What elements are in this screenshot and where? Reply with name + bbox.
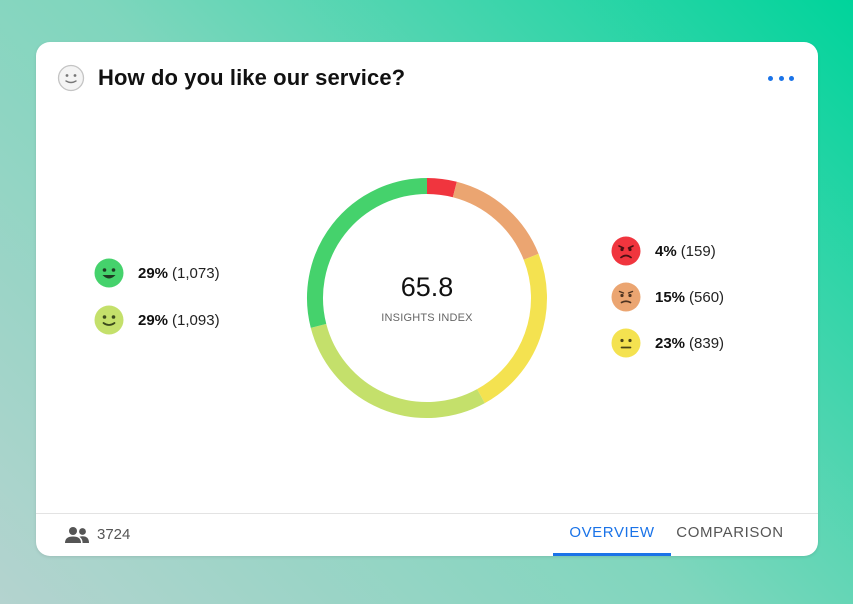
legend-percent: 4% [655, 242, 677, 260]
people-icon [65, 527, 89, 543]
insights-index-value: 65.8 [400, 272, 454, 302]
donut-chart [307, 178, 547, 418]
legend-percent: 29% [138, 264, 169, 282]
survey-widget-card: How do you like our service? 29% (1,073)… [36, 42, 818, 556]
legend-item-angry: 4% (159) [611, 234, 716, 268]
donut-slice-frown [452, 181, 539, 260]
donut-slice-angry [426, 178, 457, 198]
widget-footer: 3724 OVERVIEW COMPARISON [36, 513, 818, 556]
legend-item-big-smile: 29% (1,073) [94, 256, 220, 290]
legend-count: (159) [680, 242, 716, 260]
neutral-face-icon [611, 328, 641, 358]
donut-slice-big-smile [307, 178, 428, 328]
legend-item-frown: 15% (560) [611, 280, 724, 314]
neutral-face-icon [57, 64, 85, 92]
insights-index-label: INSIGHTS INDEX [381, 312, 473, 324]
legend-item-smile: 29% (1,093) [94, 303, 220, 337]
tab-overview[interactable]: OVERVIEW [553, 514, 671, 556]
more-options-icon[interactable] [768, 70, 794, 86]
legend-count: (560) [689, 288, 725, 306]
legend-item-neutral: 23% (839) [611, 326, 724, 360]
legend-percent: 29% [138, 311, 169, 329]
angry-face-icon [611, 236, 641, 266]
donut-slice-smile [310, 323, 485, 418]
legend-percent: 15% [655, 288, 686, 306]
legend-count: (839) [689, 334, 725, 352]
big-smile-face-icon [94, 258, 124, 288]
frown-face-icon [611, 282, 641, 312]
legend-count: (1,093) [172, 311, 220, 329]
smile-face-icon [94, 305, 124, 335]
legend-count: (1,073) [172, 264, 220, 282]
tab-comparison[interactable]: COMPARISON [676, 524, 784, 541]
legend-percent: 23% [655, 334, 686, 352]
respondent-count: 3724 [97, 526, 131, 543]
donut-slice-neutral [476, 253, 547, 404]
widget-title: How do you like our service? [98, 65, 406, 90]
